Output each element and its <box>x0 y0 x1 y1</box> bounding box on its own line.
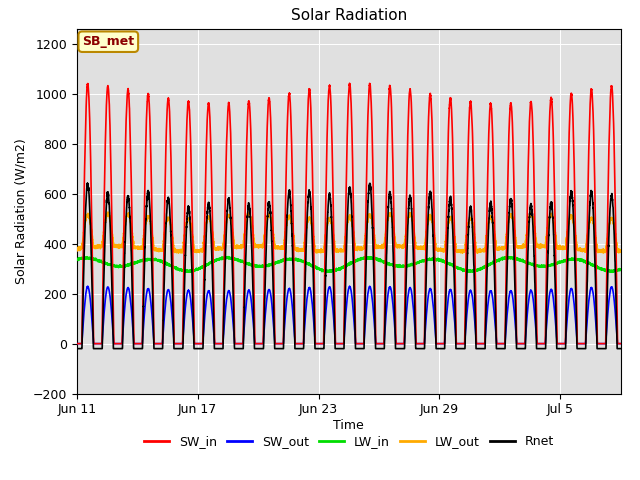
Line: SW_in: SW_in <box>77 83 621 344</box>
Rnet <box>108 272 115 277</box>
Line: LW_in: LW_in <box>77 256 621 272</box>
SW_out <box>73 341 81 347</box>
Line: LW_out: LW_out <box>77 212 621 253</box>
Rnet <box>381 325 388 331</box>
LW_out <box>265 211 273 217</box>
LW_out <box>73 246 81 252</box>
SW_in <box>108 201 115 206</box>
SW_in <box>265 96 273 101</box>
Title: Solar Radiation: Solar Radiation <box>291 9 407 24</box>
SW_in <box>511 225 518 230</box>
LW_in <box>617 266 625 272</box>
LW_out <box>617 248 625 253</box>
LW_in <box>318 267 326 273</box>
LW_out <box>104 209 112 215</box>
Rnet <box>617 346 625 351</box>
LW_out <box>474 250 481 256</box>
SW_out <box>108 310 115 316</box>
Rnet <box>511 277 518 283</box>
SW_out <box>511 315 518 321</box>
X-axis label: Time: Time <box>333 419 364 432</box>
Legend: SW_in, SW_out, LW_in, LW_out, Rnet: SW_in, SW_out, LW_in, LW_out, Rnet <box>139 430 559 453</box>
SW_in <box>381 293 388 299</box>
Line: Rnet: Rnet <box>77 183 621 348</box>
Rnet <box>73 346 81 351</box>
SW_out <box>561 341 569 347</box>
SW_out <box>346 284 353 289</box>
Rnet <box>265 200 273 205</box>
Text: SB_met: SB_met <box>82 35 134 48</box>
LW_in <box>265 262 273 268</box>
SW_in <box>73 341 81 347</box>
Line: SW_out: SW_out <box>77 287 621 344</box>
LW_in <box>511 256 518 262</box>
Y-axis label: Solar Radiation (W/m2): Solar Radiation (W/m2) <box>14 138 27 284</box>
SW_in <box>561 341 569 347</box>
LW_out <box>318 248 326 253</box>
LW_in <box>73 256 81 262</box>
LW_in <box>381 259 388 265</box>
SW_out <box>381 330 388 336</box>
LW_in <box>609 269 616 275</box>
SW_out <box>617 341 625 347</box>
SW_out <box>318 341 326 347</box>
LW_in <box>108 263 115 268</box>
Rnet <box>84 180 92 186</box>
LW_out <box>511 228 519 234</box>
SW_out <box>265 287 273 292</box>
Rnet <box>561 346 569 351</box>
SW_in <box>617 341 625 347</box>
SW_in <box>346 80 353 86</box>
SW_in <box>318 341 326 347</box>
LW_out <box>381 237 388 242</box>
LW_out <box>108 226 115 231</box>
LW_in <box>561 258 569 264</box>
LW_out <box>561 246 569 252</box>
Rnet <box>318 346 326 351</box>
LW_in <box>221 253 229 259</box>
